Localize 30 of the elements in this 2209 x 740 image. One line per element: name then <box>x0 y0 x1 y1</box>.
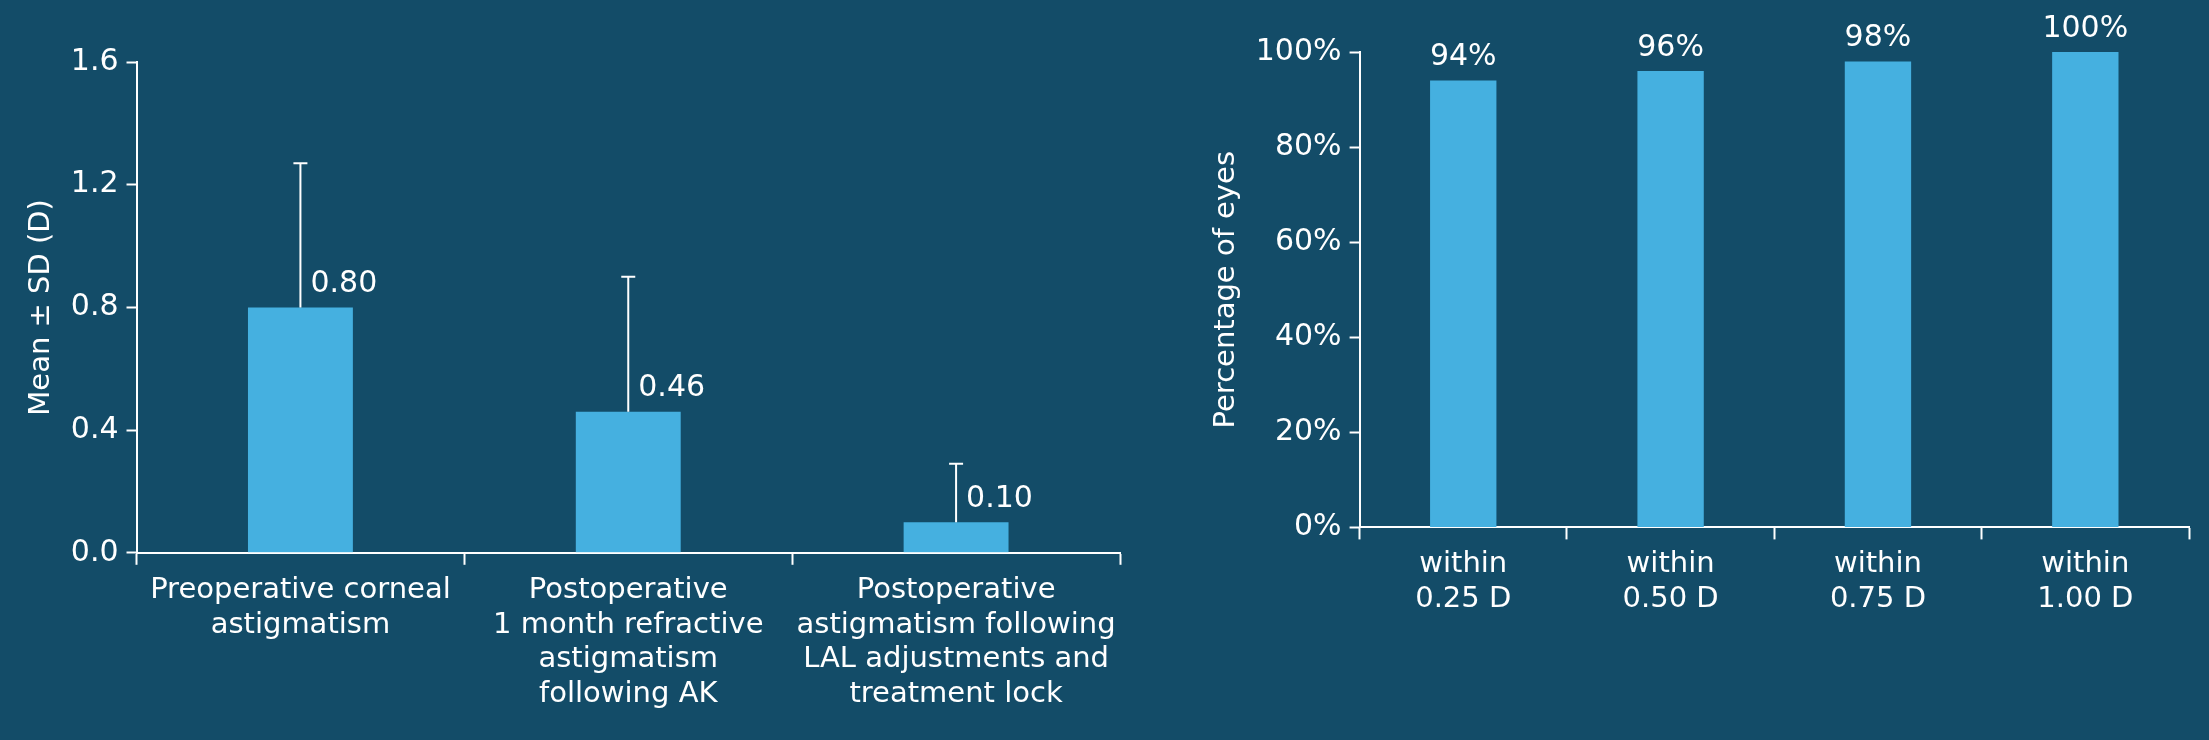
y-tick-label: 60% <box>1274 221 1342 257</box>
data-label: 94% <box>1429 37 1497 73</box>
bar <box>575 411 681 553</box>
y-tick-label: 100% <box>1255 31 1342 67</box>
data-label: 100% <box>2042 8 2129 44</box>
x-tick-label: within 0.50 D <box>1622 545 1719 615</box>
y-tick-label: 80% <box>1274 126 1342 162</box>
x-tick-label: Preoperative corneal astigmatism <box>150 570 451 640</box>
data-label: 0.80 <box>310 264 378 300</box>
bar <box>903 522 1009 553</box>
data-label: 98% <box>1844 18 1912 54</box>
data-label: 0.10 <box>966 478 1033 514</box>
data-label: 0.46 <box>638 368 706 404</box>
bar <box>247 307 353 553</box>
y-tick-label: 1.6 <box>70 41 119 77</box>
x-tick-label: Postoperative astigmatism following LAL adjustments and treatment lock <box>796 570 1116 710</box>
y-tick-label: 20% <box>1274 412 1342 448</box>
x-tick-label: within 0.25 D <box>1415 545 1512 615</box>
y-tick-label: 0% <box>1293 507 1342 543</box>
x-tick-label: Postoperative 1 month refractive astigmatism following AK <box>493 570 764 710</box>
x-tick-label: within 0.75 D <box>1829 545 1927 615</box>
y-tick-label: 40% <box>1274 317 1342 353</box>
data-label: 96% <box>1637 27 1704 63</box>
x-tick-label: within 1.00 D <box>2037 545 2134 615</box>
y-tick-label: 0.4 <box>70 409 119 445</box>
y-tick-label: 0.0 <box>70 532 119 568</box>
y-axis-title: Percentage of eyes <box>1206 150 1241 429</box>
y-tick-label: 1.2 <box>70 164 119 200</box>
y-tick-label: 0.8 <box>70 287 119 323</box>
y-axis-title: Mean ± SD (D) <box>21 199 56 416</box>
